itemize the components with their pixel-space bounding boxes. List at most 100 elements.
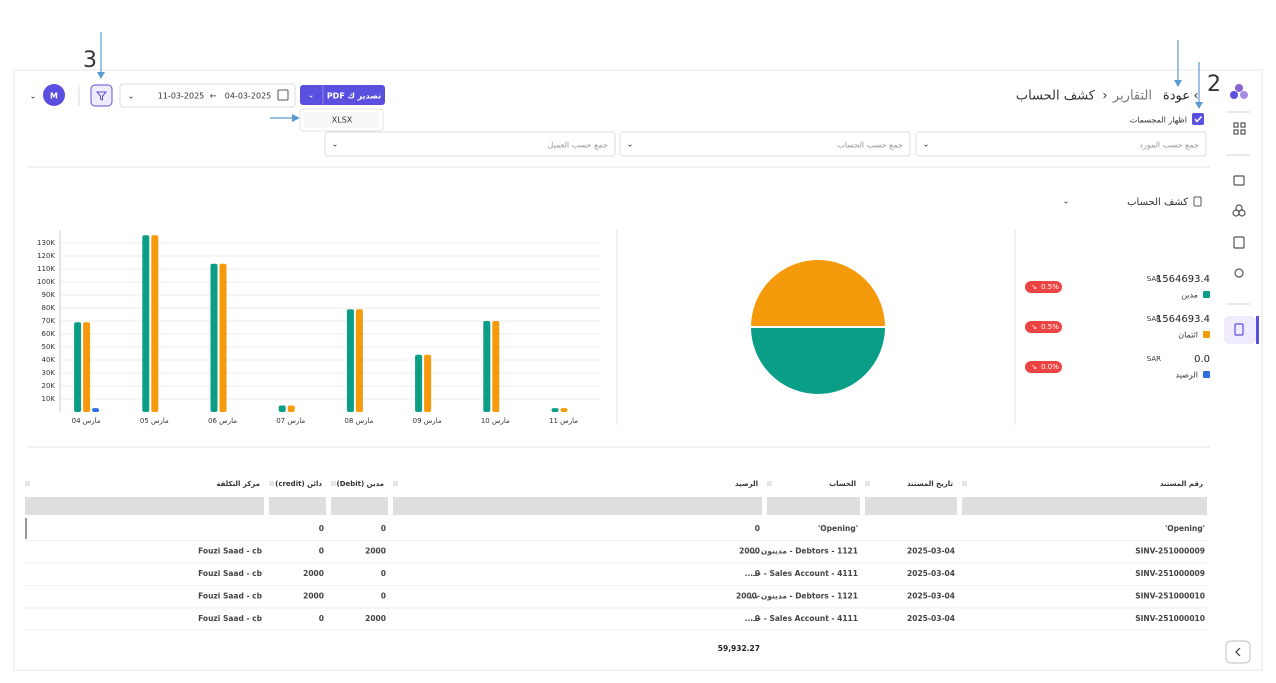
filter-placeholder: جمع حسب العميل	[548, 141, 609, 150]
column-header[interactable]: تاريخ المستند	[907, 480, 953, 488]
export-button[interactable]	[300, 85, 385, 105]
table-cell: Fouzi Saad - cb	[198, 547, 263, 556]
summary-value: 1564693.4	[1156, 274, 1210, 285]
table-cell: 2025-03-04	[907, 569, 955, 578]
row-marker	[25, 518, 27, 539]
y-tick-label: 70K	[42, 317, 56, 325]
column-filter[interactable]	[269, 497, 326, 515]
x-tick-label: 08 مارس	[344, 417, 373, 425]
back-link[interactable]: عودة	[1163, 89, 1190, 104]
calendar-icon	[277, 89, 289, 101]
change-value: 0.5%	[1041, 323, 1059, 331]
breadcrumb-link[interactable]: التقارير	[1112, 89, 1152, 104]
column-filter[interactable]	[25, 497, 264, 515]
chevron[interactable]: ⌄	[308, 91, 315, 100]
table-cell: 0	[319, 614, 324, 623]
y-tick-label: 80K	[42, 304, 56, 312]
table-cell: 2000	[365, 614, 386, 623]
column-filter[interactable]	[393, 497, 762, 515]
table-cell: 1121 - Debtors - مدينون ...	[750, 547, 858, 556]
column-header[interactable]: دائن (credit)	[275, 480, 322, 488]
column-menu[interactable]	[393, 481, 398, 486]
table-cell: 1121 - Debtors - مدينون ...	[750, 592, 858, 601]
column-filter[interactable]	[962, 497, 1207, 515]
table-total: 59,932.27	[718, 644, 760, 653]
bar	[492, 321, 500, 412]
table-cell: 2025-03-04	[907, 547, 955, 556]
table-cell: 0	[319, 547, 324, 556]
column-menu[interactable]	[962, 481, 967, 486]
bar	[415, 354, 423, 412]
chevron: ⌄	[627, 140, 634, 149]
bar	[278, 405, 286, 412]
column-menu[interactable]	[865, 481, 870, 486]
legend-label: ائتمان	[1178, 331, 1198, 340]
annotation-label: 2	[1207, 72, 1221, 97]
bar	[346, 309, 354, 412]
bar	[560, 408, 568, 412]
column-header[interactable]: الحساب	[829, 480, 856, 488]
column-menu[interactable]	[269, 481, 274, 486]
y-tick-label: 40K	[42, 356, 56, 364]
filter-select[interactable]	[619, 131, 911, 157]
bar	[83, 322, 91, 412]
bar	[483, 321, 491, 412]
change-badge	[1025, 281, 1062, 293]
arrow: ←	[210, 92, 217, 101]
filter-placeholder: جمع حسب المورد	[1139, 141, 1199, 150]
filter-select[interactable]	[915, 131, 1207, 157]
bar	[551, 408, 559, 412]
table-cell: 0	[319, 524, 324, 533]
column-filter[interactable]	[767, 497, 860, 515]
sidebar	[1224, 84, 1259, 664]
x-tick-label: 09 مارس	[413, 417, 442, 425]
chevron[interactable]: ⌄	[1063, 197, 1070, 206]
export-label: تصدير ك PDF	[327, 92, 381, 101]
table-cell: 0	[381, 524, 386, 533]
column-header[interactable]: مدين (Debit)	[337, 480, 384, 488]
checkbox[interactable]	[1192, 113, 1204, 125]
x-tick-label: 07 مارس	[276, 417, 305, 425]
pie-slice	[748, 258, 888, 328]
avatar[interactable]	[43, 84, 65, 106]
column-header[interactable]: الرصيد	[735, 480, 758, 488]
bar	[287, 405, 295, 412]
back-chevron[interactable]: ‹	[1193, 89, 1198, 104]
column-header[interactable]: مركز التكلفة	[216, 480, 260, 488]
column-menu[interactable]	[331, 481, 336, 486]
column-menu[interactable]	[767, 481, 772, 486]
legend-label: مدين	[1181, 291, 1198, 300]
filter-icon	[95, 91, 108, 101]
filter-select[interactable]	[324, 131, 616, 157]
filter-placeholder: جمع حسب الحساب	[837, 141, 903, 150]
bar	[74, 322, 82, 412]
change-arrow: ↘	[1031, 323, 1037, 331]
table-cell: 0	[755, 614, 760, 623]
filter-button[interactable]	[90, 84, 113, 107]
chevron[interactable]: ⌄	[30, 92, 37, 101]
table-cell: 4111 - Sales Account - حـ...	[745, 569, 858, 578]
column-header[interactable]: رقم المستند	[1160, 480, 1203, 488]
y-tick-label: 90K	[42, 291, 56, 299]
date-range[interactable]	[119, 83, 296, 108]
dropdown-item[interactable]	[304, 112, 379, 128]
change-badge	[1025, 361, 1062, 373]
table-cell: 'Opening'	[818, 524, 858, 533]
bar	[355, 309, 363, 412]
x-tick-label: 06 مارس	[208, 417, 237, 425]
bar	[219, 263, 227, 412]
frame	[13, 69, 1263, 671]
table-cell: 2025-03-04	[907, 614, 955, 623]
y-tick-label: 30K	[42, 369, 56, 377]
column-filter[interactable]	[331, 497, 388, 515]
legend-swatch	[1203, 291, 1210, 298]
x-tick-label: 10 مارس	[481, 417, 510, 425]
dropdown-item-label: XLSX	[332, 116, 353, 125]
column-filter[interactable]	[865, 497, 957, 515]
table-cell: SINV-251000009	[1135, 547, 1205, 556]
change-arrow: ↘	[1031, 363, 1037, 371]
date-from: 04-03-2025	[225, 92, 272, 101]
column-menu[interactable]	[25, 481, 30, 486]
table-cell: 2000	[303, 569, 324, 578]
